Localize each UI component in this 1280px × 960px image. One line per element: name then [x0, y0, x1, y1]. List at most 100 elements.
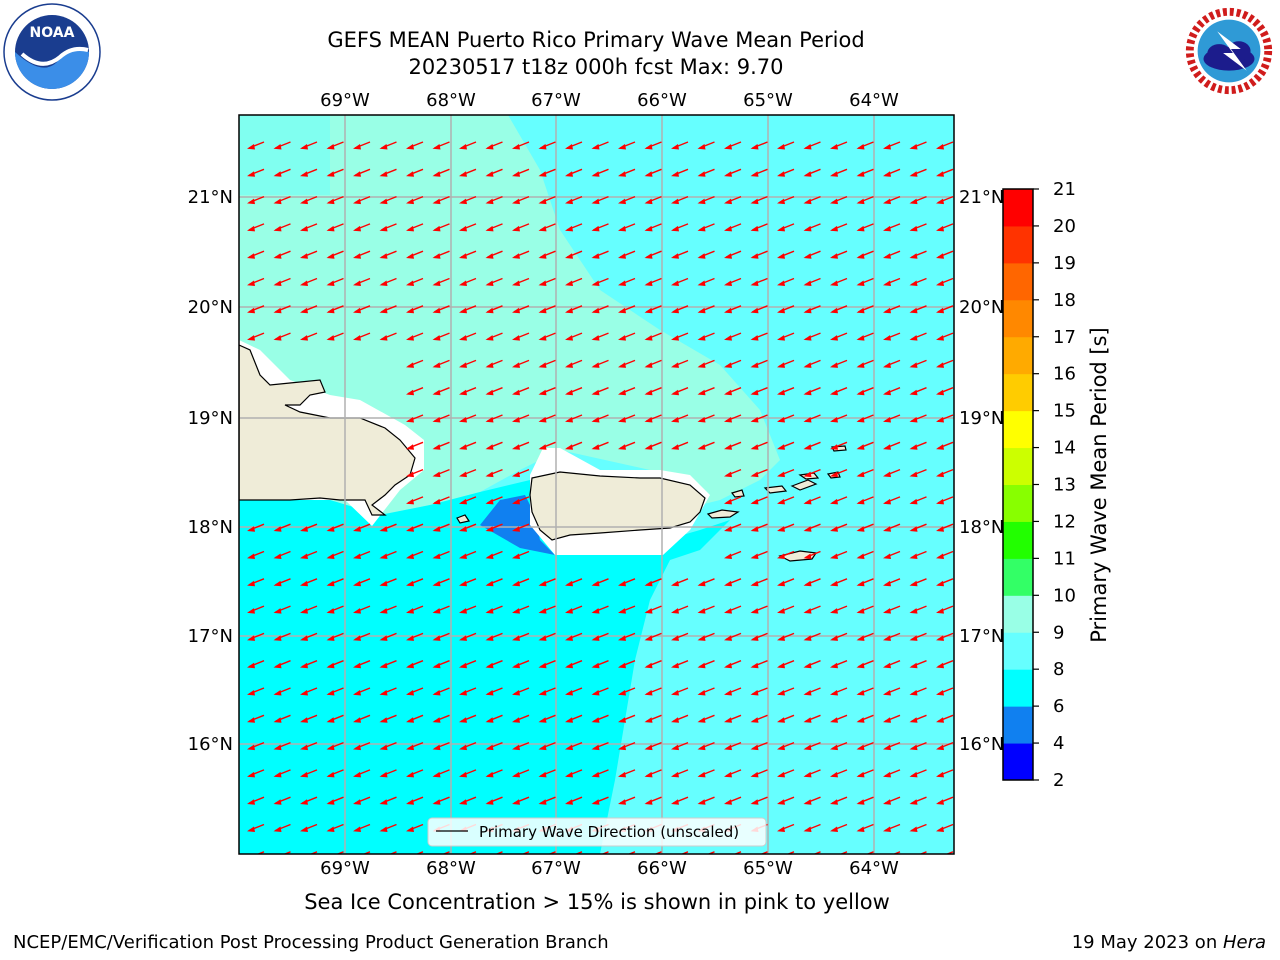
- wave-direction-arrow: [803, 223, 821, 232]
- colorbar-tick-label: 2: [1053, 770, 1064, 791]
- wave-direction-arrow: [618, 168, 636, 177]
- wave-direction-arrow: [432, 550, 450, 559]
- colorbar-tick-label: 15: [1053, 401, 1076, 422]
- wave-direction-arrow: [406, 714, 424, 723]
- wave-direction-arrow: [883, 332, 901, 341]
- wave-direction-arrow: [856, 141, 874, 150]
- wave-direction-arrow: [379, 687, 397, 696]
- wave-direction-arrow: [883, 496, 901, 505]
- wave-direction-arrow: [671, 414, 689, 423]
- wave-direction-arrow: [485, 387, 503, 396]
- wave-direction-arrow: [538, 359, 556, 368]
- wave-direction-arrow: [353, 578, 371, 587]
- wave-direction-arrow: [830, 277, 848, 286]
- gridlines: [239, 115, 954, 854]
- wave-direction-arrow: [512, 250, 530, 259]
- lat-tick-label-left: 16°N: [188, 734, 233, 755]
- wave-direction-arrow: [883, 550, 901, 559]
- wave-direction-arrow: [247, 223, 265, 232]
- noaa-logo-icon: NOAA: [3, 3, 101, 101]
- wave-direction-arrow: [671, 769, 689, 778]
- wave-direction-arrow: [247, 660, 265, 669]
- wave-direction-arrow: [273, 550, 291, 559]
- wave-direction-arrow: [591, 277, 609, 286]
- wave-direction-arrow: [512, 387, 530, 396]
- wave-direction-arrow: [883, 387, 901, 396]
- wave-direction-arrow: [459, 605, 477, 614]
- wave-direction-arrow: [565, 414, 583, 423]
- wave-direction-arrow: [724, 468, 742, 478]
- wave-direction-arrow: [936, 605, 954, 614]
- wave-direction-arrow: [830, 632, 848, 641]
- wave-direction-arrow: [379, 714, 397, 723]
- wave-direction-arrow: [273, 305, 291, 314]
- wave-direction-arrow: [856, 741, 874, 751]
- wave-direction-arrow: [565, 277, 583, 286]
- wave-direction-arrow: [883, 305, 901, 314]
- wave-direction-arrow: [326, 632, 344, 641]
- wave-field-6-8: [239, 480, 730, 854]
- wave-direction-arrow: [856, 687, 874, 696]
- map-frame: [238, 114, 955, 855]
- wave-direction-arrow: [273, 277, 291, 286]
- wave-direction-arrow: [644, 796, 662, 805]
- wave-direction-arrow: [432, 741, 450, 751]
- wave-direction-arrow: [565, 223, 583, 232]
- wave-direction-arrow: [326, 332, 344, 341]
- wave-direction-arrow: [883, 741, 901, 751]
- wave-direction-arrow: [724, 414, 742, 423]
- wave-direction-arrow: [883, 769, 901, 778]
- wave-direction-arrow: [459, 687, 477, 696]
- wave-direction-arrow: [432, 687, 450, 696]
- wave-direction-arrow: [883, 195, 901, 205]
- wave-direction-arrow: [485, 141, 503, 150]
- wave-direction-arrow: [750, 250, 768, 259]
- wave-direction-arrow: [273, 168, 291, 177]
- wave-direction-arrow: [591, 441, 609, 450]
- wave-direction-arrow: [300, 168, 318, 177]
- colorbar-segment: [1003, 225, 1033, 264]
- lon-tick-label-bottom: 66°W: [637, 858, 687, 879]
- wave-direction-arrow: [644, 223, 662, 232]
- wave-direction-arrow: [379, 632, 397, 641]
- wave-direction-arrow: [777, 168, 795, 177]
- wave-direction-arrow: [300, 796, 318, 805]
- wave-direction-arrow: [697, 223, 715, 232]
- wave-direction-arrow: [538, 277, 556, 286]
- wave-direction-arrow: [591, 769, 609, 778]
- wave-direction-arrow: [644, 441, 662, 450]
- wave-direction-arrow: [883, 796, 901, 805]
- colorbar-tick-label: 6: [1053, 696, 1064, 717]
- wave-direction-arrow: [909, 496, 927, 505]
- wave-direction-arrow: [803, 605, 821, 614]
- wave-direction-arrow: [406, 332, 424, 341]
- wave-direction-arrow: [512, 660, 530, 669]
- wave-direction-arrow: [273, 332, 291, 341]
- lon-tick-label-bottom: 64°W: [849, 858, 899, 879]
- wave-direction-arrow: [856, 305, 874, 314]
- wave-direction-arrow: [247, 305, 265, 314]
- wave-direction-arrow: [856, 550, 874, 559]
- wave-direction-arrow: [273, 578, 291, 587]
- wave-direction-arrow: [485, 414, 503, 423]
- wave-direction-arrow: [724, 387, 742, 396]
- wave-direction-arrow: [300, 523, 318, 532]
- wave-direction-arrow: [618, 414, 636, 423]
- wave-direction-arrow: [379, 195, 397, 205]
- wave-direction-arrow: [379, 823, 397, 832]
- wave-direction-arrow: [803, 414, 821, 423]
- wave-direction-arrow: [724, 305, 742, 314]
- wave-direction-arrow: [644, 141, 662, 150]
- colorbar-segment: [1003, 336, 1033, 375]
- wave-direction-arrow: [830, 523, 848, 532]
- wave-direction-arrow: [883, 687, 901, 696]
- wave-direction-arrow: [830, 195, 848, 205]
- wave-direction-arrow: [512, 632, 530, 641]
- wave-direction-arrow: [856, 605, 874, 614]
- wave-direction-arrow: [485, 223, 503, 232]
- wave-direction-arrow: [406, 741, 424, 751]
- wave-direction-arrow: [300, 660, 318, 669]
- wave-direction-arrow: [750, 441, 768, 450]
- wave-direction-arrow: [300, 605, 318, 614]
- wave-direction-arrow: [883, 250, 901, 259]
